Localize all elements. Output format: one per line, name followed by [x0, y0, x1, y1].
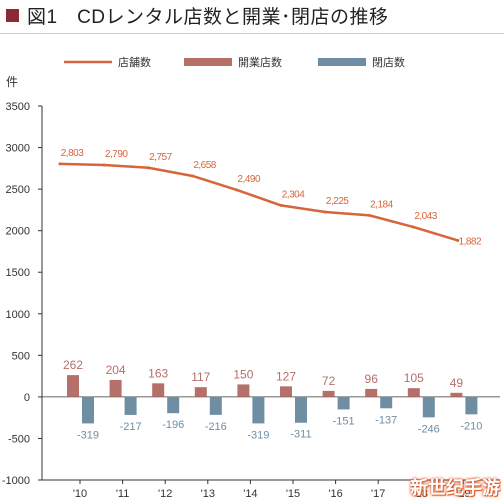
closed-bar-label: -151 — [333, 415, 355, 427]
y-axis: 件 3500 3000 2500 2000 1500 1000 500 0 -500 -1000 — [2, 75, 43, 487]
opened-bar — [67, 375, 79, 397]
opened-bar-label: 96 — [365, 372, 379, 386]
opened-bar — [152, 383, 165, 397]
closed-bar-label: -216 — [205, 421, 227, 433]
store-count-point — [58, 162, 62, 166]
store-count-point — [367, 213, 371, 217]
store-count-point — [412, 225, 416, 229]
closed-bar-label: -217 — [120, 421, 142, 433]
title-bar: 図1 CDレンタル店数と開業･閉店の推移 — [0, 0, 504, 30]
y-tick-label: 3000 — [6, 143, 30, 155]
x-tick-label: '13 — [201, 488, 215, 500]
opened-bar-label: 127 — [276, 369, 296, 383]
chart-title: 図1 CDレンタル店数と開業･閉店の推移 — [27, 6, 389, 28]
closed-bar — [380, 396, 393, 409]
store-count-point — [235, 188, 239, 192]
closed-bar-label: -246 — [418, 423, 440, 435]
store-count-point — [102, 163, 106, 167]
store-count-label: 2,304 — [282, 189, 305, 200]
legend: 店舗数 開業店数 閉店数 — [64, 55, 405, 69]
opened-bar — [365, 388, 378, 397]
opened-bar-label: 72 — [322, 374, 336, 388]
store-count-point — [323, 210, 327, 214]
legend-bar-swatch — [184, 58, 232, 66]
opened-bar-label: 163 — [148, 366, 168, 380]
legend-label-1: 開業店数 — [238, 55, 282, 69]
title-marker-icon — [6, 8, 19, 22]
closed-bar-label: -319 — [247, 429, 269, 441]
opened-bar-label: 262 — [63, 358, 83, 372]
closed-bar — [295, 396, 307, 423]
y-tick-label: -1000 — [2, 475, 30, 487]
store-count-label: 1,882 — [459, 236, 482, 247]
closed-bar-label: -319 — [77, 429, 99, 441]
store-count-label: 2,490 — [238, 174, 261, 185]
opened-bar — [450, 392, 463, 397]
y-tick-label: 500 — [12, 350, 30, 362]
closed-bar-label: -210 — [460, 420, 482, 432]
closed-bar — [422, 396, 435, 418]
store-count-label: 2,225 — [326, 196, 349, 207]
y-tick-label: 2500 — [6, 184, 30, 196]
x-tick-label: '11 — [116, 488, 130, 500]
closed-bar-label: -137 — [375, 414, 397, 426]
store-count-label: 2,803 — [61, 148, 84, 159]
store-count-label: 2,043 — [414, 211, 437, 222]
store-count-point — [191, 174, 195, 178]
closed-bar — [167, 396, 180, 414]
store-count-label: 2,790 — [105, 149, 128, 160]
store-count-label: 2,184 — [370, 199, 393, 210]
store-count-line — [59, 162, 459, 242]
x-tick-label: '10 — [73, 488, 87, 500]
closed-bar — [124, 396, 137, 415]
closed-bar — [209, 396, 222, 415]
y-tick-label: 3500 — [6, 101, 30, 113]
store-count-line-series: 2,803 2,790 2,757 2,658 2,490 2,304 2,225 2,184… — [58, 148, 482, 247]
y-axis-unit-label: 件 — [6, 75, 18, 89]
opened-bar — [407, 388, 420, 397]
store-count-point — [279, 203, 283, 207]
opened-bar-label: 150 — [233, 367, 253, 381]
closed-bar-label: -311 — [290, 429, 311, 441]
closed-bars-series: -319 -217 -196 -216 -319 -311 -151 -137 -246 -210 — [77, 396, 482, 441]
y-tick-label: 2000 — [6, 226, 30, 238]
closed-bar — [252, 396, 265, 424]
opened-bar-label: 204 — [106, 363, 126, 377]
x-tick-label: '19 — [456, 488, 470, 500]
watermark-logo: 新世纪手游 — [410, 478, 500, 498]
x-tick-label: '17 — [371, 488, 385, 500]
opened-bar — [109, 379, 122, 397]
closed-bar-label: -196 — [162, 419, 184, 431]
legend-label-0: 店舗数 — [118, 55, 151, 69]
store-count-label: 2,757 — [149, 152, 172, 163]
opened-bar — [322, 390, 335, 397]
closed-bar — [465, 396, 478, 415]
opened-bar-label: 49 — [450, 376, 464, 390]
opened-bars-series: 262 204 163 117 150 127 72 96 105 49 — [63, 358, 463, 397]
y-tick-label: 0 — [24, 392, 30, 404]
x-tick-label: '12 — [158, 488, 172, 500]
x-tick-label: '14 — [243, 488, 257, 500]
opened-bar-label: 117 — [191, 370, 210, 384]
title-divider — [0, 33, 504, 34]
y-tick-label: 1500 — [6, 267, 30, 279]
store-count-point — [146, 166, 150, 170]
opened-bar — [194, 387, 207, 397]
x-tick-label: '15 — [286, 488, 300, 500]
opened-bar — [237, 384, 250, 397]
opened-bar — [280, 386, 292, 397]
x-tick-label: '18 — [414, 488, 428, 500]
store-count-point — [456, 238, 460, 242]
store-count-label: 2,658 — [193, 160, 216, 171]
legend-label-2: 閉店数 — [372, 55, 405, 69]
y-tick-label: 1000 — [6, 309, 30, 321]
legend-bar-swatch — [318, 58, 366, 66]
x-tick-label: '16 — [328, 488, 342, 500]
opened-bar-label: 105 — [404, 371, 424, 385]
closed-bar — [82, 396, 94, 424]
closed-bar — [337, 396, 350, 410]
y-tick-label: -500 — [8, 433, 30, 445]
